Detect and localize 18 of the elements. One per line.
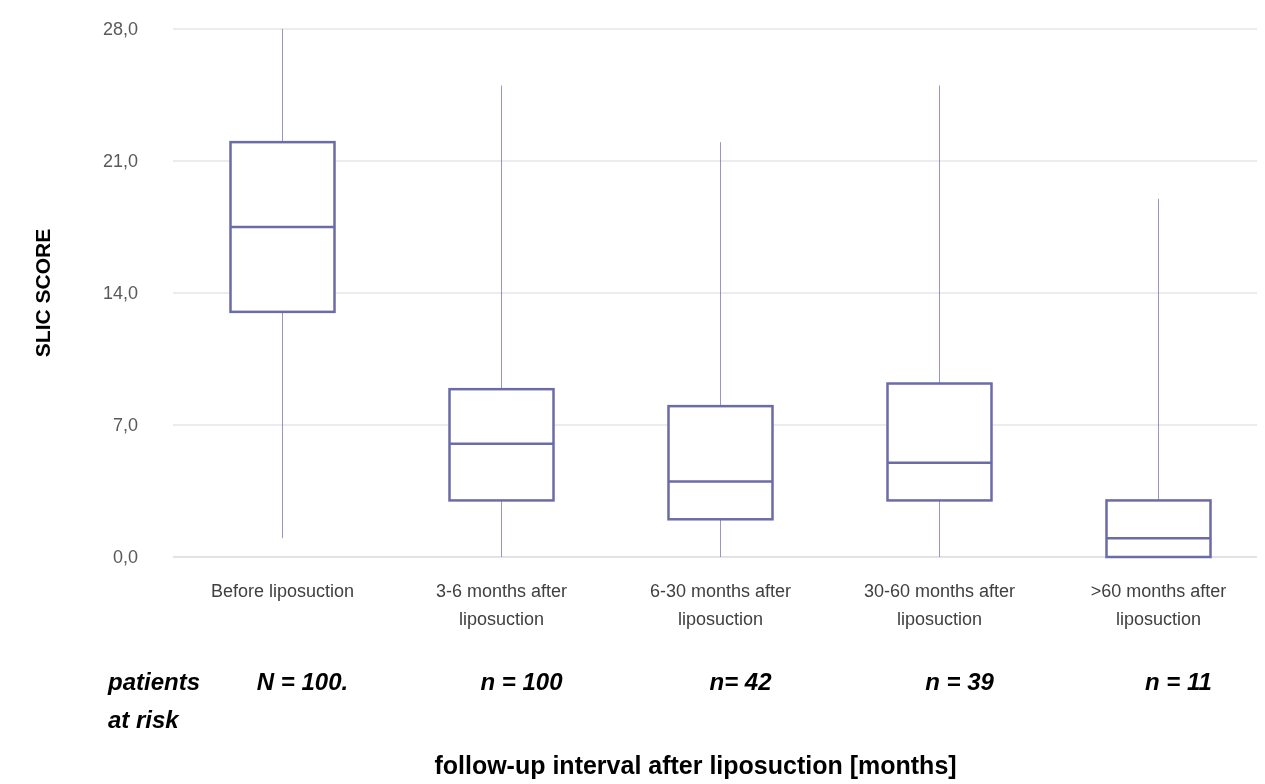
- text: n= 42: [709, 668, 773, 695]
- y-tick-label: 14,0: [102, 283, 138, 304]
- y-tick-label: 28,0: [102, 19, 138, 40]
- y-axis-title: SLIC SCORE: [31, 228, 54, 358]
- x-axis-title: follow-up interval after liposuction [months]: [434, 751, 957, 779]
- text: n = 11: [1145, 668, 1212, 695]
- y-tick-label: 21,0: [102, 151, 138, 172]
- x-tick-label: 6-30 months after liposuction: [649, 581, 792, 629]
- text: patients at risk: [107, 668, 201, 733]
- text: n = 39: [925, 668, 995, 695]
- x-tick-label: 30-60 months after liposuction: [863, 581, 1016, 629]
- x-tick-label: Before liposuction: [210, 581, 355, 601]
- text: n = 100: [480, 668, 564, 695]
- x-tick-label: >60 months after liposuction: [1090, 581, 1227, 629]
- y-tick-label: 7,0: [112, 415, 138, 436]
- text: N = 100.: [256, 668, 349, 695]
- y-tick-label: 0,0: [112, 547, 138, 568]
- x-tick-label: 3-6 months after liposuction: [435, 581, 568, 629]
